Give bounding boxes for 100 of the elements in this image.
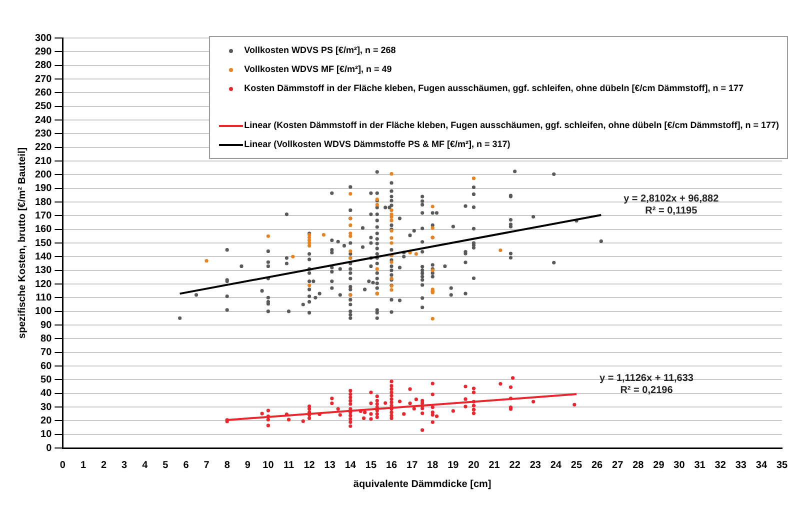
point xyxy=(308,244,312,248)
legend-label: Linear (Kosten Dämmstoff in der Fläche kleben, Fugen ausschäumen, ggf. schleifen, ohne dübeln [€/cm Dämmstoff], n = 177) xyxy=(244,119,779,132)
y-tick-label: 80 xyxy=(40,333,52,344)
y-tick-label: 150 xyxy=(34,238,52,249)
x-tick-label: 35 xyxy=(776,460,788,471)
y-tick-label: 40 xyxy=(40,388,52,400)
x-tick-label: 33 xyxy=(735,460,747,471)
y-axis-title: spezifische Kosten, brutto [€/m² Bauteil] xyxy=(16,147,28,339)
x-tick-label: 32 xyxy=(714,460,726,471)
y-tick-label: 200 xyxy=(34,169,52,180)
y-tick-label: 90 xyxy=(40,320,52,331)
y-tick-label: 140 xyxy=(34,251,52,262)
legend-label: Linear (Vollkosten WDVS Dämmstoffe PS & MF [€/m²], n = 317) xyxy=(244,138,510,151)
point xyxy=(348,192,352,196)
y-tick-label: 180 xyxy=(34,196,52,208)
point xyxy=(390,218,394,222)
x-tick-label: 34 xyxy=(756,460,768,471)
x-tick-label: 5 xyxy=(162,460,169,471)
y-tick-label: 20 xyxy=(40,415,52,426)
x-tick-label: 15 xyxy=(365,460,377,471)
y-tick-label: 250 xyxy=(34,101,52,112)
x-tick-label: 30 xyxy=(674,460,686,471)
x-tick-label: 29 xyxy=(653,460,665,471)
point xyxy=(348,249,352,253)
x-tick-label: 10 xyxy=(262,460,274,471)
y-tick-label: 120 xyxy=(34,278,52,290)
point xyxy=(348,223,352,228)
point xyxy=(266,234,270,238)
point xyxy=(390,208,394,212)
x-tick-label: 20 xyxy=(468,460,480,471)
x-tick-label: 1 xyxy=(80,460,86,471)
y-tick-label: 10 xyxy=(40,429,52,440)
point xyxy=(308,284,312,288)
y-tick-label: 110 xyxy=(36,292,52,304)
point xyxy=(498,248,502,252)
x-tick-label: 8 xyxy=(224,460,230,471)
x-tick-label: 31 xyxy=(694,460,706,471)
x-tick-label: 25 xyxy=(570,460,582,471)
x-tick-label: 19 xyxy=(448,460,460,471)
x-tick-label: 4 xyxy=(142,460,148,471)
y-tick-label: 210 xyxy=(34,156,52,167)
x-tick-label: 11 xyxy=(283,460,294,471)
point xyxy=(430,316,434,321)
y-tick-label: 240 xyxy=(34,114,52,126)
y-tick-label: 230 xyxy=(34,128,52,140)
annotation: y = 2,8102x + 96,882 xyxy=(624,194,720,205)
annotation: R² = 0,1195 xyxy=(645,206,698,217)
y-tick-label: 30 xyxy=(40,402,52,413)
point xyxy=(204,258,208,263)
point xyxy=(390,236,394,240)
point xyxy=(390,215,394,219)
y-tick-label: 160 xyxy=(34,224,52,236)
y-tick-label: 290 xyxy=(34,46,52,58)
x-tick-label: 12 xyxy=(304,460,316,471)
y-tick-label: 0 xyxy=(46,442,52,454)
point xyxy=(472,176,476,180)
annotation: R² = 0,2196 xyxy=(620,384,674,396)
x-tick-label: 3 xyxy=(122,460,128,471)
point xyxy=(414,252,418,256)
point xyxy=(430,204,434,208)
y-tick-label: 100 xyxy=(34,306,52,318)
y-tick-label: 130 xyxy=(34,265,52,276)
annotation: y = 1,1126x + 11,633 xyxy=(599,372,694,384)
x-tick-label: 27 xyxy=(612,460,624,471)
y-tick-label: 190 xyxy=(34,183,52,194)
x-tick-label: 2 xyxy=(101,460,108,471)
y-tick-label: 70 xyxy=(40,347,52,358)
x-axis-title: äquivalente Dämmdicke [cm] xyxy=(353,478,492,490)
point xyxy=(390,241,394,245)
x-tick-label: 14 xyxy=(344,460,356,471)
point xyxy=(430,226,434,230)
y-tick-label: 300 xyxy=(34,32,52,44)
x-tick-label: 23 xyxy=(530,460,542,471)
x-tick-label: 24 xyxy=(550,460,562,471)
y-tick-label: 60 xyxy=(40,360,52,372)
y-tick-label: 270 xyxy=(34,74,52,85)
point xyxy=(322,233,326,237)
x-tick-label: 13 xyxy=(324,460,336,471)
point xyxy=(390,288,394,292)
y-tick-label: 280 xyxy=(34,60,52,72)
point xyxy=(375,267,379,271)
x-tick-label: 21 xyxy=(488,460,500,471)
legend-label: Kosten Dämmstoff in der Fläche kleben, Fugen ausschäumen, ggf. schleifen, ohne dübeln [€/cm Dämmstoff], n = 177 xyxy=(244,82,744,95)
y-tick-label: 170 xyxy=(34,210,52,222)
y-tick-label: 50 xyxy=(40,374,52,386)
x-tick-label: 18 xyxy=(427,460,439,471)
x-tick-label: 26 xyxy=(591,460,604,471)
x-tick-label: 16 xyxy=(386,460,398,471)
point xyxy=(375,202,379,207)
legend-label: Vollkosten WDVS MF [€/m²], n = 49 xyxy=(244,63,392,76)
point xyxy=(291,254,295,258)
x-tick-label: 17 xyxy=(406,460,418,471)
x-tick-label: 7 xyxy=(204,460,210,471)
x-tick-label: 0 xyxy=(60,460,66,471)
x-tick-label: 9 xyxy=(244,460,251,471)
y-tick-label: 220 xyxy=(34,142,52,154)
x-tick-label: 6 xyxy=(183,460,190,471)
x-tick-label: 28 xyxy=(632,460,644,471)
legend-label: Vollkosten WDVS PS [€/m²], n = 268 xyxy=(244,44,396,57)
y-tick-label: 260 xyxy=(34,87,52,98)
